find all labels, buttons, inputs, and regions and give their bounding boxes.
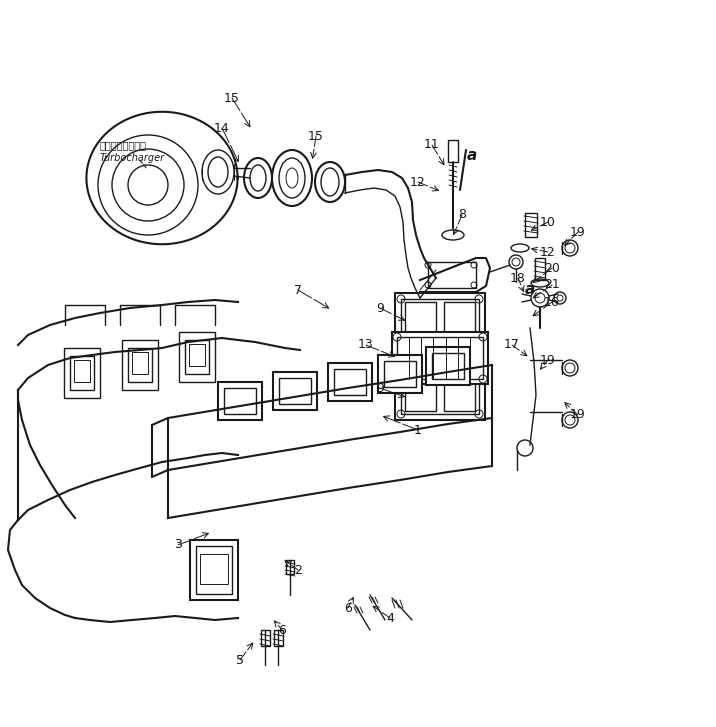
Text: 7: 7 — [294, 284, 302, 297]
Bar — [128, 348, 152, 382]
Bar — [448, 140, 458, 162]
Bar — [395, 293, 485, 343]
Bar — [196, 546, 232, 594]
Bar — [224, 388, 256, 414]
Bar — [261, 630, 270, 646]
Bar — [401, 376, 479, 414]
Text: 15: 15 — [224, 92, 240, 105]
Text: 21: 21 — [544, 278, 560, 292]
Text: 6: 6 — [278, 624, 286, 637]
Text: 14: 14 — [214, 121, 230, 134]
Bar — [274, 630, 283, 646]
Bar — [405, 302, 436, 334]
Bar — [64, 348, 100, 398]
Text: 5: 5 — [236, 654, 244, 667]
Bar — [273, 372, 317, 410]
Text: 8: 8 — [458, 209, 466, 222]
Bar — [218, 382, 262, 420]
Bar — [392, 332, 488, 384]
Text: 19: 19 — [540, 353, 556, 366]
Text: 10: 10 — [540, 215, 556, 228]
Bar — [405, 379, 436, 411]
Bar — [279, 378, 311, 404]
Bar — [185, 340, 209, 374]
Polygon shape — [420, 258, 490, 292]
Bar — [432, 353, 464, 379]
Text: 15: 15 — [308, 129, 324, 142]
Bar — [535, 258, 545, 280]
Text: ターボチャージャ: ターボチャージャ — [100, 140, 147, 150]
Bar — [286, 560, 294, 574]
Bar — [132, 352, 148, 374]
Bar — [426, 347, 470, 385]
Text: 3: 3 — [174, 539, 182, 552]
Bar — [189, 344, 205, 366]
Bar — [525, 213, 537, 237]
Bar — [74, 360, 90, 382]
Text: 19: 19 — [570, 225, 586, 238]
Bar — [395, 370, 485, 420]
Bar — [190, 540, 238, 600]
Text: 1: 1 — [414, 424, 422, 436]
Text: 9: 9 — [376, 302, 384, 315]
Text: 6: 6 — [344, 601, 352, 614]
Text: 4: 4 — [386, 611, 394, 624]
Bar — [444, 379, 475, 411]
Text: 16: 16 — [544, 295, 560, 308]
Text: 20: 20 — [544, 262, 560, 275]
Text: 13: 13 — [358, 339, 374, 351]
Bar — [378, 355, 422, 393]
Text: a: a — [525, 283, 535, 297]
Bar — [397, 337, 483, 379]
Bar — [384, 361, 416, 387]
Text: 17: 17 — [504, 339, 520, 351]
Text: 19: 19 — [570, 409, 586, 422]
Text: 9: 9 — [376, 382, 384, 395]
Bar — [200, 554, 228, 584]
Text: a: a — [467, 148, 477, 163]
Bar — [328, 363, 372, 401]
Text: Turbocharger: Turbocharger — [100, 153, 165, 163]
Bar — [334, 369, 366, 395]
Text: 12: 12 — [410, 175, 426, 188]
Text: 2: 2 — [294, 563, 302, 577]
Bar — [444, 302, 475, 334]
Bar — [401, 299, 479, 337]
Bar — [428, 262, 476, 288]
Bar — [70, 356, 94, 390]
Text: 11: 11 — [424, 139, 440, 151]
Bar — [179, 332, 215, 382]
Text: 12: 12 — [540, 246, 556, 259]
Bar — [122, 340, 158, 390]
Text: 18: 18 — [510, 271, 526, 284]
